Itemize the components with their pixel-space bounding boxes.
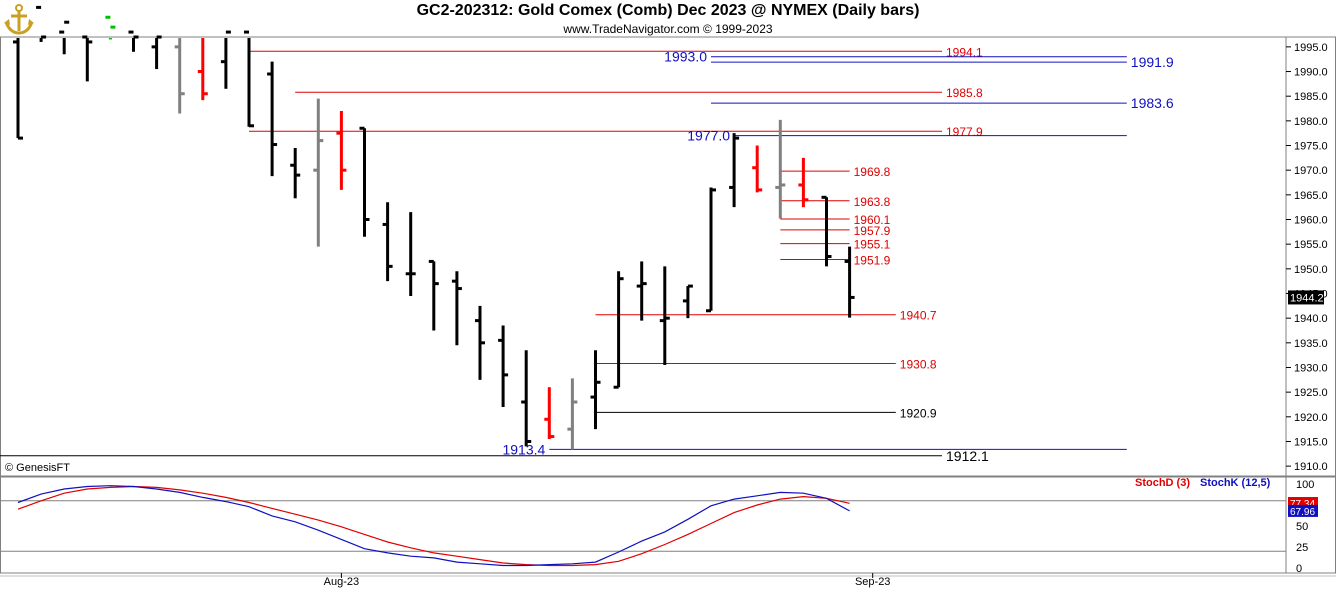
level-label: 1913.4 — [502, 441, 545, 457]
price-axis-label: 1910.0 — [1294, 461, 1328, 473]
price-axis-label: 1970.0 — [1294, 165, 1328, 177]
price-axis-label: 1935.0 — [1294, 338, 1328, 350]
time-axis-label: Aug-23 — [324, 576, 359, 588]
level-label: 1940.7 — [900, 309, 937, 323]
last-price-box — [1288, 290, 1324, 305]
stochd-legend: StochD (3) — [1135, 477, 1190, 489]
stochk-line — [17, 485, 850, 567]
level-label: 1969.8 — [854, 165, 891, 179]
level-label: 1957.9 — [854, 224, 891, 238]
chart-title: GC2-202312: Gold Comex (Comb) Dec 2023 @… — [416, 2, 920, 19]
level-label: 1977.9 — [946, 125, 983, 139]
level-label: 1977.0 — [687, 128, 730, 144]
last-price-label: 1944.2 — [1290, 292, 1324, 304]
chart-subtitle: www.TradeNavigator.com © 1999-2023 — [563, 22, 773, 36]
level-label: 1951.9 — [854, 253, 891, 267]
anchor-logo-icon — [4, 4, 34, 35]
level-label: 1991.9 — [1131, 54, 1174, 70]
stoch-axis-label: 25 — [1296, 542, 1308, 554]
price-axis-label: 1965.0 — [1294, 190, 1328, 202]
stochk-legend: StochK (12,5) — [1200, 477, 1271, 489]
price-axis-label: 1955.0 — [1294, 239, 1328, 251]
level-label: 1955.1 — [854, 238, 891, 252]
stoch-axis-label: 0 — [1296, 563, 1302, 575]
level-label: 1930.8 — [900, 358, 937, 372]
level-label: 1920.9 — [900, 406, 937, 420]
level-label: 1960.1 — [854, 213, 891, 227]
price-axis-label: 1915.0 — [1294, 436, 1328, 448]
level-label: 1912.1 — [946, 448, 989, 464]
price-axis-label: 1975.0 — [1294, 141, 1328, 153]
copyright-label: © GenesisFT — [5, 462, 70, 474]
price-axis-label: 1930.0 — [1294, 362, 1328, 374]
price-axis-label: 1985.0 — [1294, 91, 1328, 103]
price-axis-label: 1990.0 — [1294, 67, 1328, 79]
indicator-panel-frame — [0, 476, 1336, 574]
price-axis-label: 1925.0 — [1294, 387, 1328, 399]
price-axis-label: 1995.0 — [1294, 42, 1328, 54]
level-label: 1994.1 — [946, 45, 983, 59]
level-label: 1985.8 — [946, 86, 983, 100]
stoch-axis-label: 100 — [1296, 479, 1314, 491]
price-axis-label: 1950.0 — [1294, 264, 1328, 276]
stochd-line — [17, 485, 850, 567]
stochd-value-label: 77.34 — [1290, 499, 1315, 510]
stochk-value-box — [1288, 504, 1318, 517]
time-axis-label: Sep-23 — [855, 576, 890, 588]
stochk-value-label: 67.96 — [1290, 507, 1315, 518]
price-axis-label: 1960.0 — [1294, 215, 1328, 227]
level-label: 1993.0 — [664, 49, 707, 65]
level-label: 1963.8 — [854, 195, 891, 209]
price-axis-label: 1980.0 — [1294, 116, 1328, 128]
price-axis-label: 1940.0 — [1294, 313, 1328, 325]
stoch-axis-label: 50 — [1296, 521, 1308, 533]
level-label: 1983.6 — [1131, 95, 1174, 111]
price-axis-label: 1920.0 — [1294, 412, 1328, 424]
